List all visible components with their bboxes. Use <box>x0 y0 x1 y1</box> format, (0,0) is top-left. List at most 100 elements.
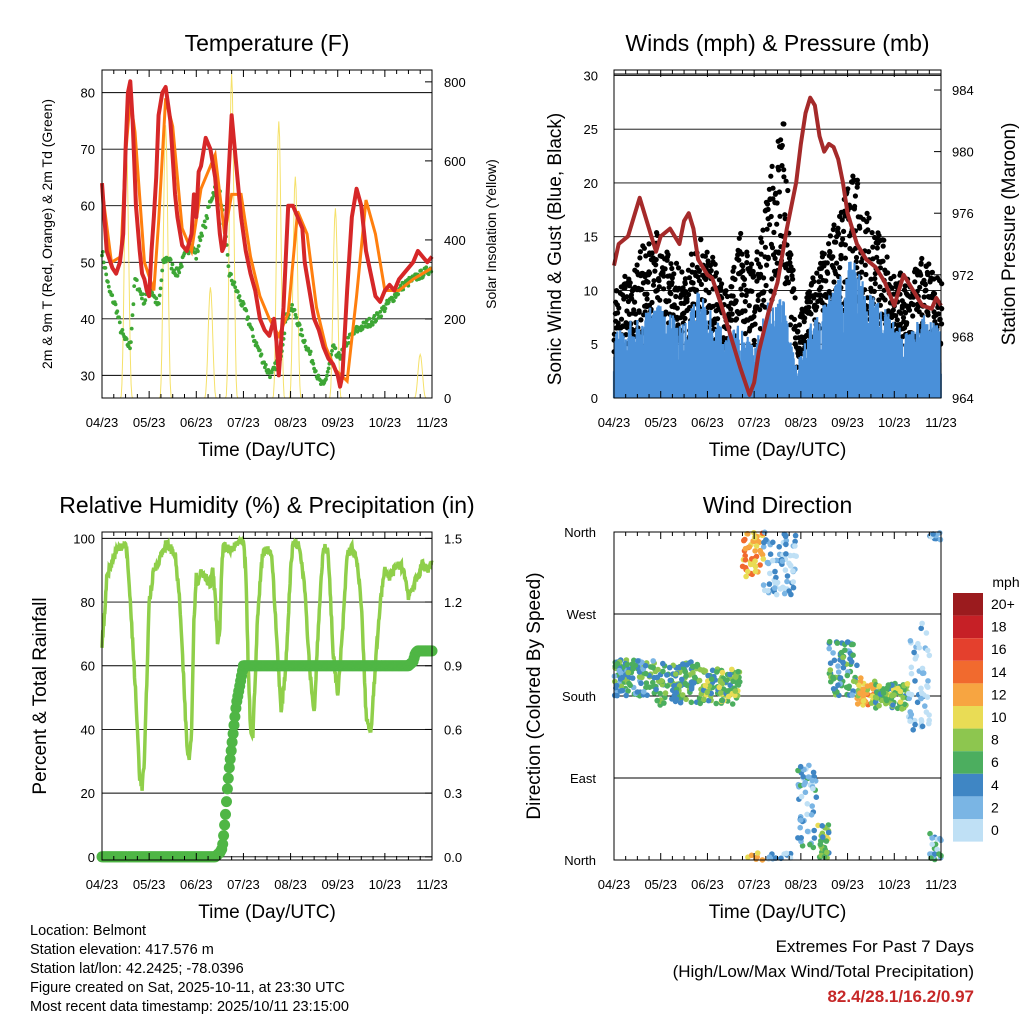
td-point <box>293 312 298 317</box>
direction-point <box>897 688 904 695</box>
direction-points <box>611 529 944 863</box>
y2-tick-label: 0.0 <box>444 850 462 865</box>
direction-point <box>805 774 812 780</box>
gust-point <box>758 235 764 241</box>
direction-point <box>937 835 943 842</box>
gust-point <box>779 142 785 149</box>
gust-point <box>744 249 750 255</box>
gust-point <box>796 322 803 328</box>
td-point <box>390 295 395 300</box>
x-tick-label: 11/23 <box>416 877 448 892</box>
gust-point <box>785 187 791 194</box>
gust-point <box>869 230 875 236</box>
gust-point <box>768 173 774 179</box>
figure-created: Figure created on Sat, 2025-10-11, at 23… <box>30 980 345 996</box>
gust-point <box>852 193 859 199</box>
direction-point <box>638 680 644 687</box>
gust-point <box>644 291 650 297</box>
direction-point <box>922 703 928 709</box>
direction-point <box>934 846 940 853</box>
direction-point <box>826 638 833 645</box>
gust-point <box>759 239 765 245</box>
gust-point <box>779 163 785 169</box>
gust-point <box>842 242 849 248</box>
direction-point <box>650 665 657 671</box>
direction-point <box>811 827 817 834</box>
gust-point <box>693 287 700 293</box>
direction-point <box>719 669 726 676</box>
y-tick-label: North <box>564 853 596 868</box>
direction-point <box>873 695 880 701</box>
gust-point <box>763 282 769 289</box>
direction-point <box>661 700 667 706</box>
gust-point <box>679 269 685 275</box>
direction-point <box>784 578 790 585</box>
td-point <box>263 362 268 367</box>
td-point <box>196 249 200 254</box>
gust-point <box>627 280 633 286</box>
series-2m-t <box>100 79 434 389</box>
y-tick-label: 25 <box>584 122 598 137</box>
direction-point <box>640 689 647 695</box>
direction-point <box>673 696 680 702</box>
gust-point <box>661 273 667 279</box>
gust-point <box>818 284 824 290</box>
direction-point <box>729 666 735 673</box>
gust-point <box>906 307 913 313</box>
direction-point <box>830 686 837 692</box>
direction-point <box>840 664 847 671</box>
gust-point <box>616 305 622 311</box>
gust-point <box>656 278 662 284</box>
gust-point <box>719 281 725 287</box>
td-point <box>372 313 377 318</box>
gust-point <box>771 229 777 235</box>
y2-axis-label: Station Pressure (Maroon) <box>999 123 1020 346</box>
y-axis-label: Direction (Colored By Speed) <box>524 572 545 819</box>
gust-point <box>638 317 644 323</box>
direction-point <box>757 562 763 568</box>
gust-point <box>881 237 887 243</box>
gust-point <box>824 260 830 266</box>
gust-point <box>748 261 755 267</box>
gust-point <box>623 332 629 338</box>
direction-point <box>804 801 811 807</box>
direction-point <box>644 692 650 698</box>
gust-point <box>620 292 626 298</box>
gust-point <box>674 305 680 311</box>
direction-point <box>850 652 856 658</box>
gust-point <box>761 297 767 303</box>
extremes-subtitle: (High/Low/Max Wind/Total Precipitation) <box>672 962 974 981</box>
direction-point <box>705 697 712 704</box>
direction-point <box>920 670 927 676</box>
y2-tick-label: 0.3 <box>444 786 462 801</box>
direction-point <box>924 647 931 654</box>
gust-point <box>684 296 690 302</box>
x-axis-label: Time (Day/UTC) <box>198 902 336 923</box>
td-point <box>202 219 207 224</box>
direction-point <box>924 694 931 700</box>
gust-point <box>774 221 780 227</box>
td-point <box>313 369 318 373</box>
x-tick-label: 08/23 <box>785 415 818 430</box>
td-point <box>259 352 264 357</box>
y-tick-label: 20 <box>81 786 95 801</box>
direction-point <box>904 681 911 687</box>
gust-point <box>765 206 771 212</box>
direction-point <box>727 682 733 688</box>
direction-point <box>907 718 913 724</box>
direction-point <box>809 777 816 784</box>
gust-point <box>631 327 637 334</box>
y-tick-label: 10 <box>584 283 598 298</box>
colorbar-swatch <box>953 819 983 842</box>
recent-timestamp: Most recent data timestamp: 2025/10/11 2… <box>30 999 349 1015</box>
gust-point <box>671 271 677 277</box>
y-axis-label: Sonic Wind & Gust (Blue, Black) <box>545 113 566 385</box>
direction-point <box>743 573 749 580</box>
direction-point <box>919 723 926 730</box>
gust-point <box>622 285 628 291</box>
gust-point <box>845 186 851 192</box>
colorbar-swatch <box>953 773 983 797</box>
td-point <box>266 368 271 372</box>
direction-point <box>891 692 897 698</box>
gust-point <box>781 167 787 173</box>
